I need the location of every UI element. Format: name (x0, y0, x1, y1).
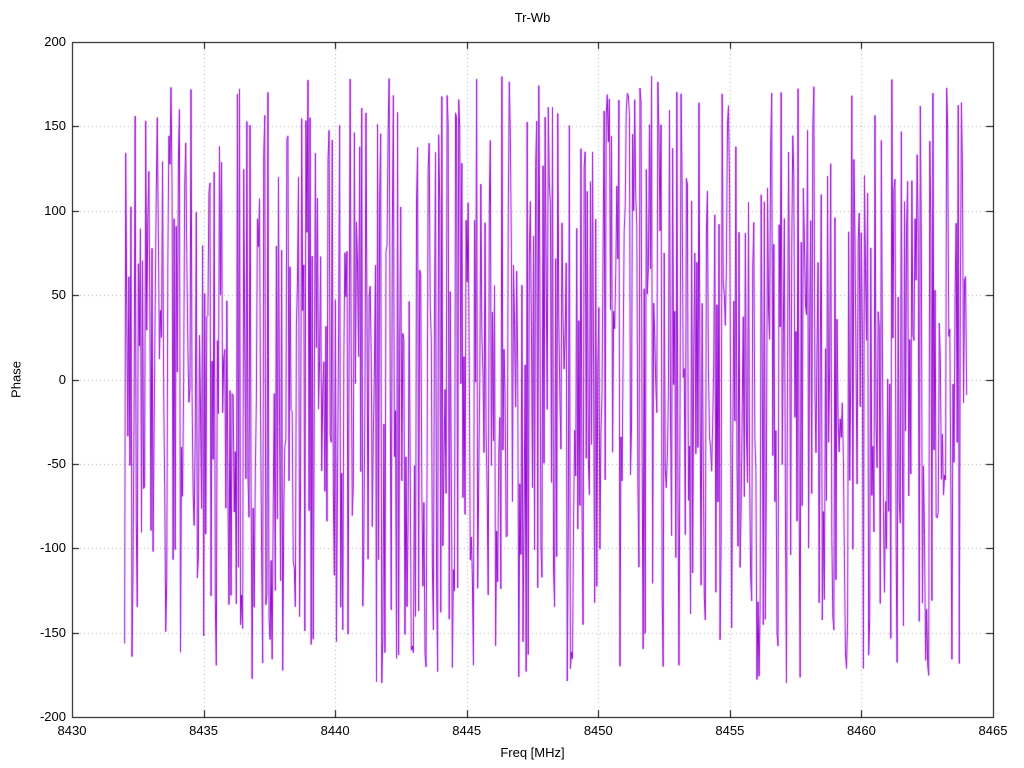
x-tick-label: 8430 (57, 723, 87, 738)
y-tick-label: -150 (39, 624, 66, 640)
y-tick-label: 150 (44, 118, 66, 134)
y-tick-label: 0 (58, 371, 66, 387)
y-tick-label: -100 (39, 540, 66, 556)
x-tick-label: 8460 (846, 723, 876, 738)
y-tick-label: -50 (47, 455, 66, 471)
x-tick-label: 8435 (189, 723, 219, 738)
chart-title: Tr-Wb (514, 10, 551, 25)
x-tick-label: 8445 (452, 723, 482, 738)
y-tick-label: 200 (44, 34, 66, 49)
x-tick-label: 8455 (715, 723, 745, 738)
x-tick-label: 8450 (583, 723, 613, 738)
y-tick-label: -200 (39, 709, 66, 724)
x-tick-label: 8465 (978, 723, 1008, 738)
y-tick-label: 100 (44, 202, 66, 218)
x-axis-label: Freq [MHz] (500, 745, 565, 760)
y-tick-label: 50 (51, 287, 66, 303)
x-tick-label: 8440 (320, 723, 350, 738)
